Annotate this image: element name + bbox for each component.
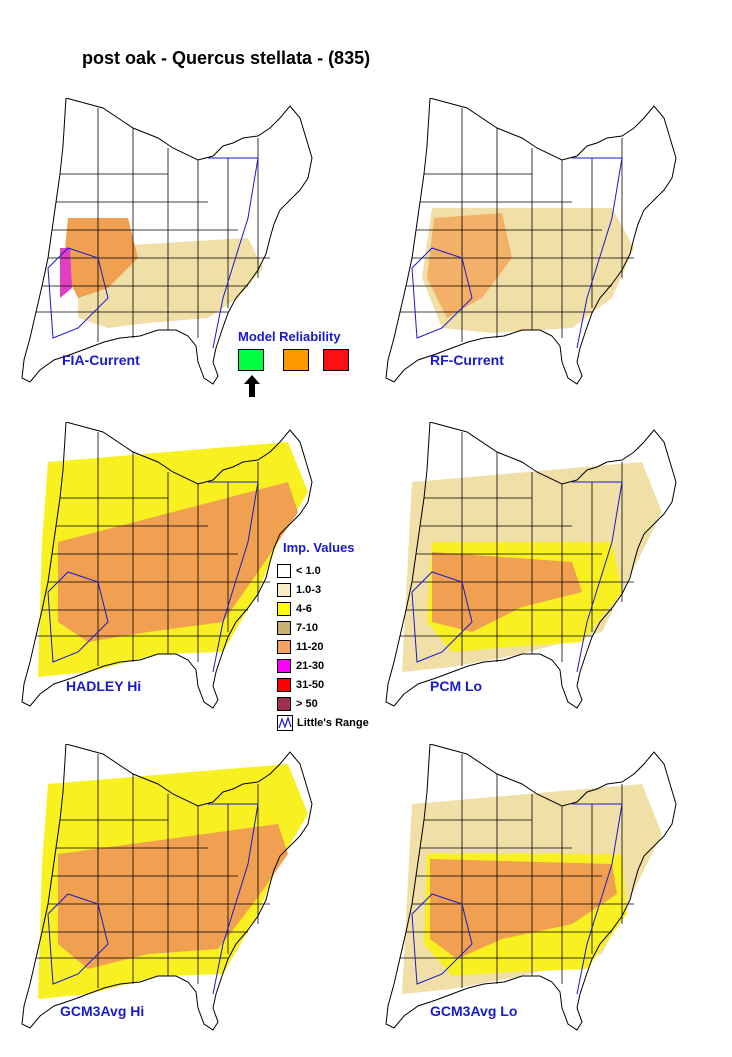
distribution-area [427,213,512,318]
map-label-gcm3avg-lo: GCM3Avg Lo [430,1003,518,1019]
distribution-area [430,859,617,959]
legend-label: > 50 [296,697,318,710]
map-fia-current [8,98,338,388]
map-label-pcm-lo: PCM Lo [430,678,483,694]
map-hadley-hi [8,422,338,712]
reliability-swatch-medium [283,349,309,371]
region-outline [385,98,677,385]
legend-swatch [277,696,291,711]
importance-legend: Imp. Values < 1.0 1.0-3 4-6 7-10 11-20 21-30 3… [277,540,397,732]
legend-swatch [277,639,291,654]
legend-item: > 50 [277,694,397,713]
distribution-area [58,482,298,642]
legend-item: 31-50 [277,675,397,694]
arrow-up-icon [244,375,260,397]
legend-swatch [277,677,291,692]
map-label-hadley-hi: HADLEY Hi [66,678,142,694]
region-outline [21,744,313,1031]
littles-range-line [411,157,623,349]
legend-item: < 1.0 [277,561,397,580]
legend-title: Imp. Values [283,540,355,555]
legend-label: 1.0-3 [296,583,322,596]
legend-label: 21-30 [296,659,325,672]
legend-item: 7-10 [277,618,397,637]
reliability-swatch-low [323,349,349,371]
littles-range-line [47,803,259,995]
legend-label: 4-6 [296,602,312,615]
map-gcm3avg-hi [8,744,338,1034]
legend-range-label: Little's Range [297,716,369,729]
legend-label: < 1.0 [296,564,321,577]
legend-item: 11-20 [277,637,397,656]
littles-range-line [411,481,623,673]
map-gcm3avg-lo [372,744,702,1034]
map-rf-current [372,98,702,388]
reliability-swatch-high [238,349,264,371]
legend-item: 4-6 [277,599,397,618]
page-title: post oak - Quercus stellata - (835) [82,48,371,68]
range-line-icon [277,714,293,731]
legend-label: 7-10 [296,621,319,634]
region-outline [21,422,313,709]
model-reliability: Model Reliability [238,329,368,397]
legend-item-range: Little's Range [277,713,397,732]
model-reliability-title: Model Reliability [238,329,341,344]
region-outline [21,98,313,385]
distribution-area [60,248,72,298]
legend-label: 31-50 [296,678,325,691]
map-label-gcm3avg-hi: GCM3Avg Hi [60,1003,145,1019]
legend-item: 1.0-3 [277,580,397,599]
distribution-area [58,824,288,969]
legend-swatch [277,582,291,597]
map-pcm-lo [372,422,702,712]
legend-swatch [277,601,291,616]
map-label-rf-current: RF-Current [430,352,504,368]
legend-swatch [277,563,291,578]
region-outline [385,744,677,1031]
legend-label: 11-20 [296,640,324,653]
littles-range-line [47,157,259,349]
legend-item: 21-30 [277,656,397,675]
legend-swatch [277,620,291,635]
littles-range-line [47,481,259,673]
region-outline [385,422,677,709]
map-label-fia-current: FIA-Current [62,352,140,368]
littles-range-line [411,803,623,995]
legend-swatch [277,658,291,673]
